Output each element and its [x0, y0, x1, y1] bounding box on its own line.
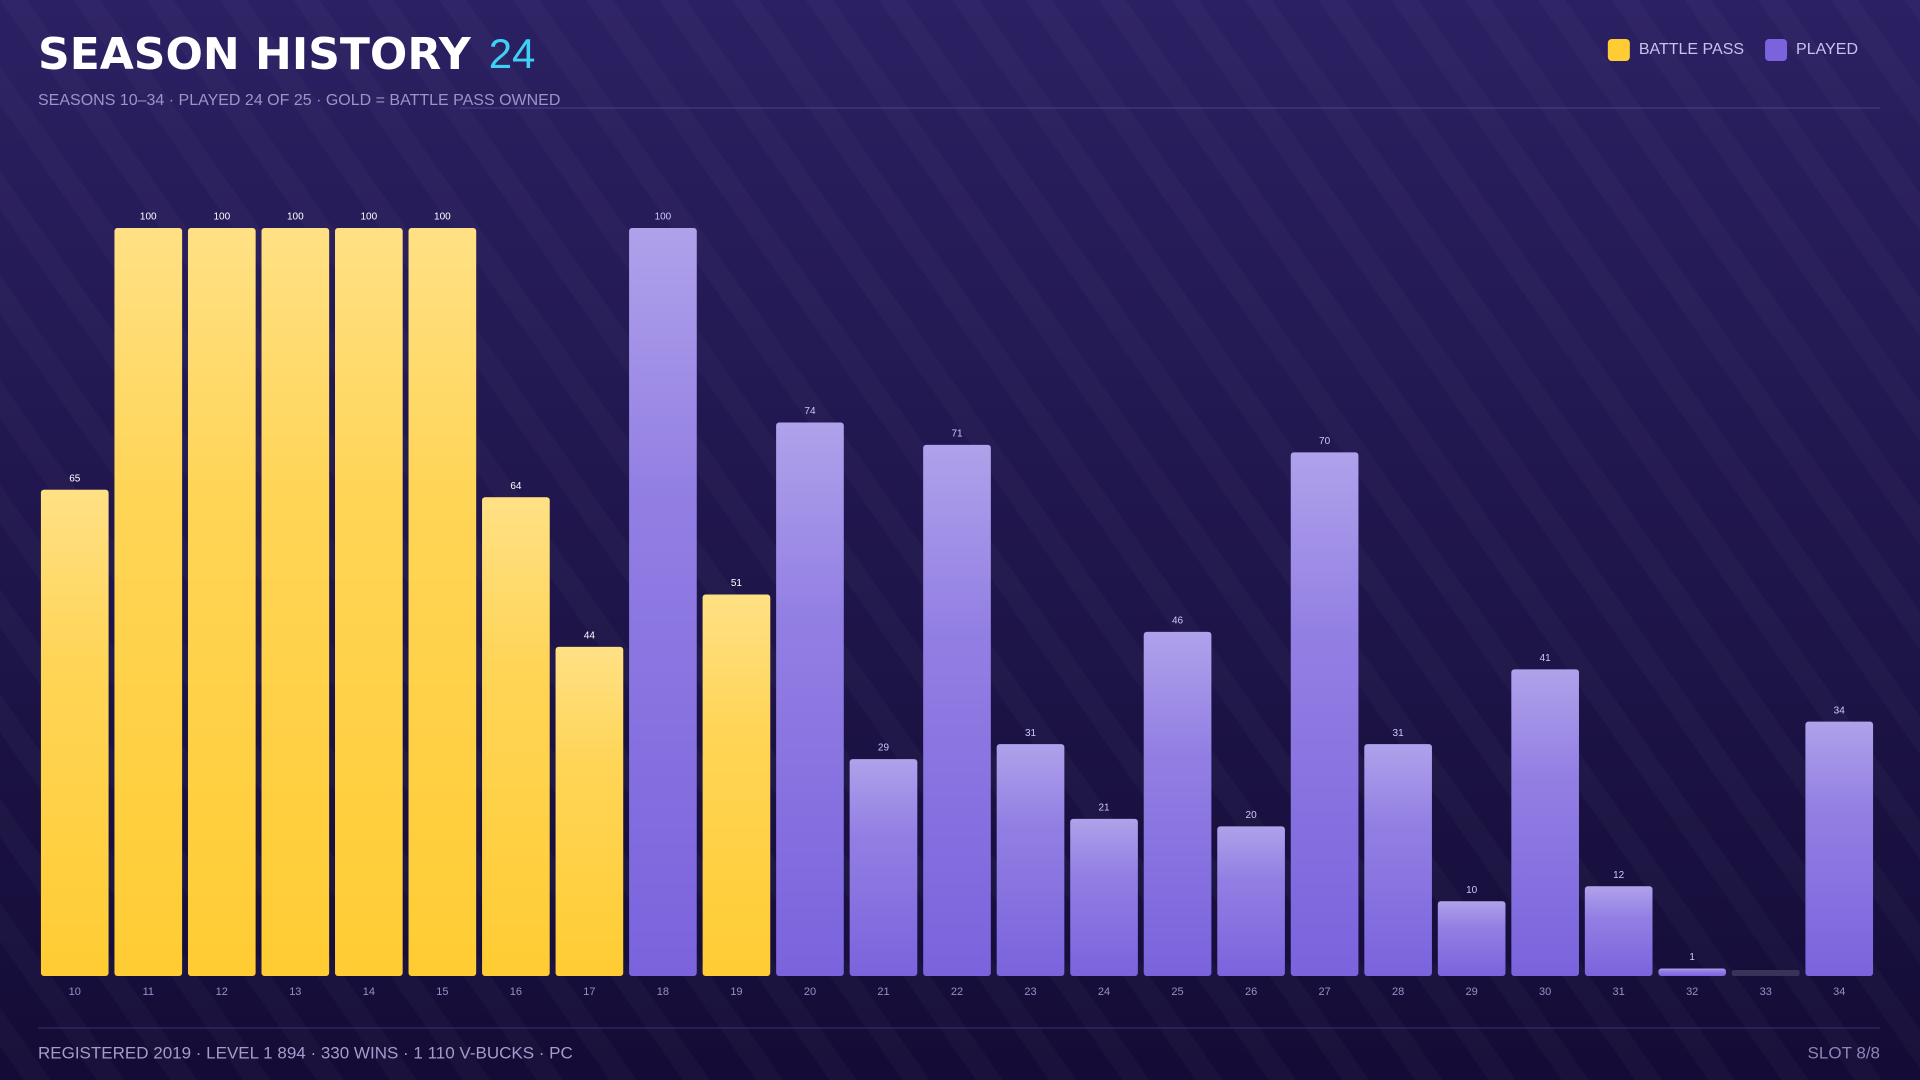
legend-swatch	[1607, 39, 1630, 61]
value-label: 46	[1172, 616, 1184, 627]
bar-sheen	[923, 444, 991, 976]
x-tick-label: 23	[1024, 986, 1036, 998]
value-label: 41	[1540, 653, 1552, 664]
value-label: 64	[510, 481, 522, 492]
x-tick-label: 24	[1098, 986, 1110, 998]
value-label: 10	[1466, 885, 1478, 896]
bar-sheen	[776, 422, 844, 977]
bar-sheen	[1437, 901, 1506, 976]
x-tick-label: 15	[436, 986, 448, 998]
bar-sheen	[629, 228, 697, 976]
footer-stats: REGISTERED 2019 · LEVEL 1 894 · 330 WINS…	[38, 1043, 573, 1062]
value-label: 31	[1025, 728, 1037, 739]
x-tick-label: 13	[289, 986, 301, 998]
bar-sheen	[408, 228, 477, 976]
value-label: 31	[1393, 728, 1405, 739]
x-tick-label: 32	[1686, 986, 1698, 998]
bar-sheen	[40, 489, 109, 976]
x-tick-label: 22	[951, 986, 963, 998]
value-label: 74	[804, 406, 816, 417]
value-label: 21	[1098, 803, 1110, 814]
bar-sheen	[849, 759, 918, 976]
x-tick-label: 11	[143, 986, 154, 998]
x-tick-label: 16	[510, 986, 522, 998]
x-tick-label: 18	[657, 986, 669, 998]
bar-sheen	[335, 228, 403, 976]
x-tick-label: 29	[1466, 986, 1478, 998]
x-tick-label: 28	[1392, 986, 1404, 998]
x-tick-label: 25	[1171, 986, 1183, 998]
bar-sheen	[702, 594, 771, 976]
bar-sheen	[114, 228, 183, 976]
x-tick-label: 21	[877, 986, 889, 998]
bar-sheen	[187, 228, 256, 976]
bar-sheen	[1364, 744, 1432, 976]
value-label: 71	[951, 429, 963, 440]
bar-sheen	[1584, 886, 1653, 976]
bar-sheen	[1511, 669, 1579, 976]
x-tick-label: 31	[1613, 986, 1625, 998]
value-label: 29	[878, 743, 890, 754]
value-label: 100	[140, 212, 157, 223]
subtitle: SEASONS 10–34 · PLAYED 24 OF 25 · GOLD =…	[38, 92, 560, 109]
value-label: 100	[434, 212, 451, 223]
value-label: 12	[1613, 870, 1625, 881]
value-label: 100	[213, 212, 230, 223]
x-tick-label: 20	[804, 986, 816, 998]
bar-sheen	[1070, 818, 1138, 976]
chart-title: SEASON HISTORY	[38, 29, 472, 80]
bar-sheen	[1143, 631, 1212, 976]
legend-label: BATTLE PASS	[1639, 41, 1744, 58]
value-label: 100	[360, 212, 377, 223]
title-count: 24	[489, 30, 536, 77]
bar-sheen	[1217, 826, 1285, 976]
bar-sheen	[1658, 968, 1727, 976]
bar-sheen	[555, 646, 624, 976]
x-tick-label: 19	[730, 986, 742, 998]
bar-sheen	[1290, 452, 1359, 976]
x-tick-label: 14	[363, 986, 375, 998]
x-tick-label: 12	[216, 986, 228, 998]
value-label: 44	[584, 631, 596, 642]
empty-slot	[1731, 970, 1800, 976]
x-tick-label: 30	[1539, 986, 1551, 998]
bar-sheen	[261, 228, 330, 976]
value-label: 34	[1834, 705, 1846, 716]
x-tick-label: 10	[69, 986, 81, 998]
value-label: 20	[1246, 810, 1258, 821]
slot-label: SLOT 8/8	[1808, 1043, 1880, 1062]
bar-sheen	[1805, 721, 1874, 976]
legend-label: PLAYED	[1796, 41, 1858, 58]
value-label: 100	[655, 212, 672, 223]
x-tick-label: 26	[1245, 986, 1257, 998]
x-tick-label: 17	[583, 986, 595, 998]
bar-sheen	[482, 497, 550, 976]
value-label: 100	[287, 212, 304, 223]
value-label: 70	[1319, 436, 1331, 447]
value-label: 1	[1689, 952, 1695, 963]
bar-sheen	[996, 744, 1065, 976]
value-label: 51	[731, 578, 743, 589]
x-tick-label: 33	[1760, 986, 1772, 998]
legend-swatch	[1765, 39, 1788, 61]
x-tick-label: 27	[1318, 986, 1330, 998]
value-label: 65	[69, 473, 81, 484]
x-tick-label: 34	[1833, 986, 1845, 998]
